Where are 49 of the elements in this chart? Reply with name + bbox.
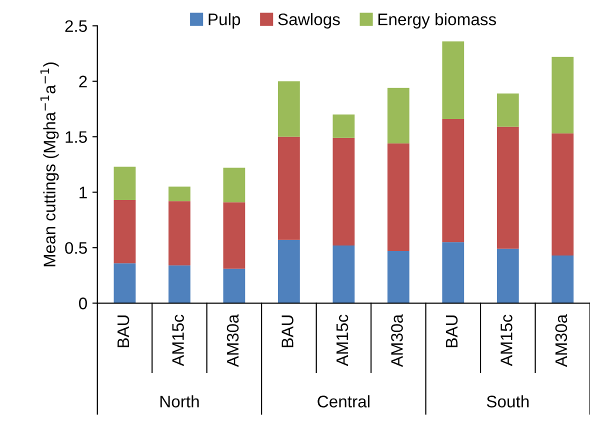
legend-label: Sawlogs [278, 13, 340, 29]
y-axis-title: Mean cuttings (Mgha$^{−1}$a$^{−1}$) [40, 62, 59, 266]
x-tick-label: AM30a [391, 314, 403, 368]
bar [387, 251, 410, 304]
bar [332, 245, 355, 304]
x-tick-label: BAU [118, 316, 130, 348]
x-tick-label: AM15c [336, 314, 348, 366]
bar [442, 118, 464, 242]
bar [552, 133, 574, 256]
y-tick-label: 0.5 [65, 242, 87, 254]
bar [387, 143, 410, 252]
legend-label: Pulp [208, 13, 240, 29]
x-tick-label: AM15c [172, 314, 184, 366]
bar [223, 202, 246, 269]
bar [278, 240, 300, 304]
bar [114, 166, 136, 200]
bar [442, 242, 464, 304]
bar [168, 265, 190, 304]
y-tick-label: 1.5 [66, 131, 87, 143]
bar [387, 88, 410, 144]
bar [278, 136, 300, 240]
x-tick-label: BAU [446, 316, 458, 348]
bar [496, 126, 519, 249]
bar [332, 138, 355, 246]
x-tick-label: AM30a [555, 314, 568, 368]
y-tick-label: 0 [79, 298, 87, 310]
x-tick-label: BAU [282, 316, 294, 348]
bar [496, 248, 519, 304]
bar [168, 186, 190, 202]
text: North [160, 395, 199, 408]
text: Central [318, 395, 370, 408]
y-tick-label: 2 [79, 76, 87, 88]
bar [278, 81, 300, 137]
y-tick-label: 2.5 [65, 20, 87, 32]
text: South [486, 395, 529, 408]
y-tick-label: 1 [80, 186, 87, 198]
bar [168, 201, 190, 266]
bar [114, 263, 136, 304]
bar [496, 93, 519, 127]
bar [332, 114, 355, 138]
bar [552, 255, 574, 304]
bar [223, 268, 246, 304]
x-tick-label: AM15c [500, 314, 512, 366]
bar [442, 41, 464, 119]
bar [552, 56, 574, 134]
legend-label: Energy biomass [378, 13, 496, 29]
x-tick-label: AM30a [226, 314, 239, 368]
bar [223, 168, 246, 202]
bar [114, 200, 136, 264]
